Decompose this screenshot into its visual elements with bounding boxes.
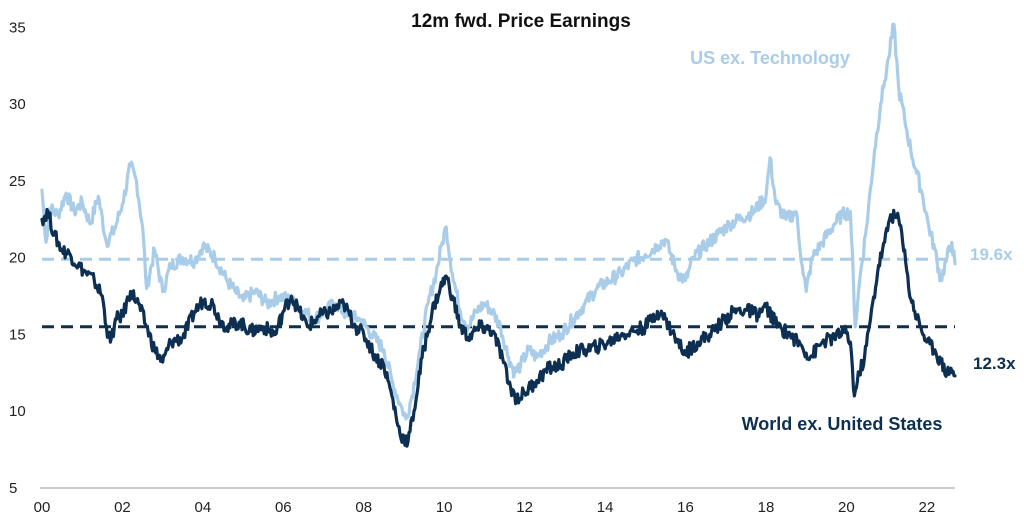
y-tick-label: 10: [9, 403, 26, 420]
series-line-us-ex-technology: [40, 22, 957, 421]
y-axis-ticks: 5 10 15 20 25 30 35: [9, 19, 26, 497]
x-tick-label: 06: [275, 499, 292, 516]
series-label-world-ex-united-states: World ex. United States: [742, 414, 943, 434]
x-tick-label: 12: [516, 499, 533, 516]
end-value-label-world-ex-united-states: 12.3x: [973, 354, 1016, 373]
y-tick-label: 35: [9, 19, 26, 36]
x-tick-label: 16: [677, 499, 694, 516]
y-tick-label: 30: [9, 96, 26, 113]
x-axis-ticks: 00 02 04 06 08 10 12 14 16 18 20 22: [34, 499, 936, 516]
x-tick-label: 10: [436, 499, 453, 516]
x-tick-label: 22: [919, 499, 936, 516]
series-line-world-ex-united-states: [40, 207, 957, 448]
y-tick-label: 25: [9, 173, 26, 190]
x-tick-label: 14: [597, 499, 614, 516]
reference-lines: [42, 257, 955, 329]
x-tick-label: 00: [34, 499, 51, 516]
y-tick-label: 20: [9, 250, 26, 267]
x-tick-label: 02: [114, 499, 131, 516]
x-tick-label: 04: [195, 499, 212, 516]
y-tick-label: 5: [9, 480, 17, 497]
series-lines: [40, 22, 957, 448]
x-tick-label: 08: [355, 499, 372, 516]
x-tick-label: 20: [838, 499, 855, 516]
x-tick-label: 18: [758, 499, 775, 516]
chart-title: 12m fwd. Price Earnings: [411, 11, 631, 32]
series-label-us-ex-technology: US ex. Technology: [690, 48, 850, 68]
y-tick-label: 15: [9, 326, 26, 343]
end-value-label-us-ex-technology: 19.6x: [970, 245, 1013, 264]
